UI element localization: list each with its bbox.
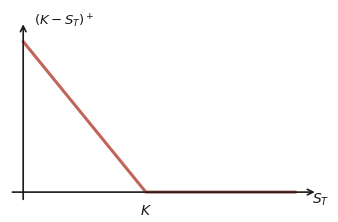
Text: $K$: $K$	[140, 204, 152, 218]
Text: $(K - S_T)^+$: $(K - S_T)^+$	[34, 13, 95, 30]
Text: $S_T$: $S_T$	[312, 192, 329, 208]
